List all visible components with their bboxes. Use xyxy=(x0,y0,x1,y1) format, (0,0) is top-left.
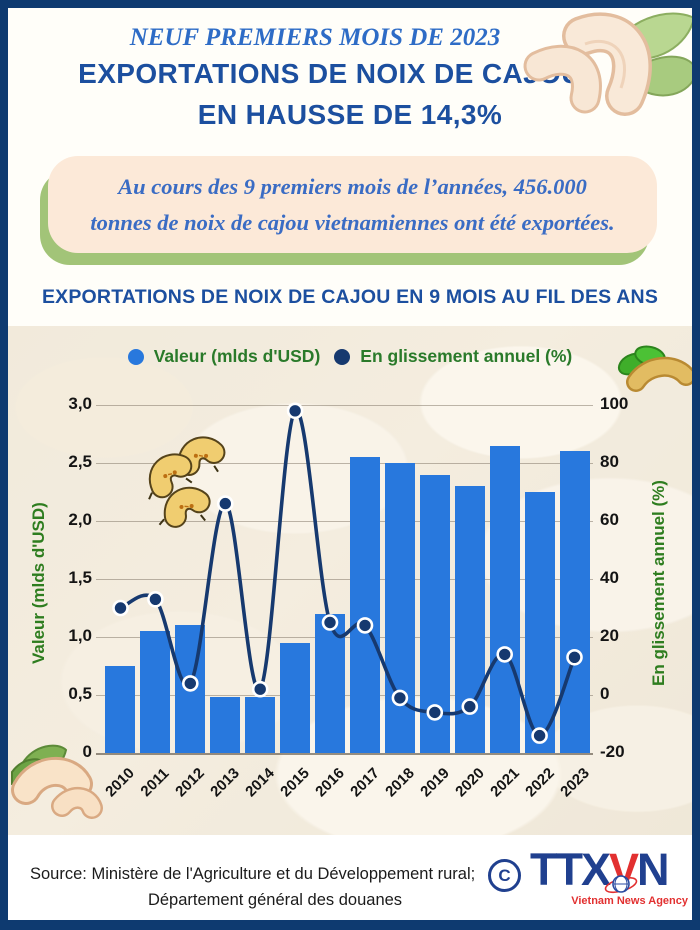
line-point-2020 xyxy=(461,698,479,715)
line-point-2012 xyxy=(182,675,199,692)
chart-legend: Valeur (mlds d'USD) En glissement annuel… xyxy=(8,346,692,367)
right-axis-tick-label: -20 xyxy=(600,742,625,761)
line-point-2023 xyxy=(566,649,583,666)
left-axis-tick-label: 2,5 xyxy=(68,452,92,471)
right-axis-tick-label: 20 xyxy=(600,626,619,645)
bar-2010 xyxy=(105,666,136,753)
logo-n: N xyxy=(637,844,669,895)
bar-2022 xyxy=(524,492,555,753)
section-heading: EXPORTATIONS DE NOIX DE CAJOU EN 9 MOIS … xyxy=(41,286,659,308)
gridline xyxy=(96,753,593,755)
left-axis-tick-label: 2,0 xyxy=(68,510,92,529)
line-point-2021 xyxy=(496,646,514,663)
line-point-2018 xyxy=(391,689,409,707)
line-chart-svg xyxy=(112,402,583,744)
line-point-2010 xyxy=(112,599,129,617)
legend-label-growth: En glissement annuel (%) xyxy=(360,346,573,366)
logo-caption: Vietnam News Agency xyxy=(571,895,688,907)
line-point-2015 xyxy=(286,402,304,420)
legend-dot-value-icon xyxy=(127,348,144,365)
main-title-line-2: EN HAUSSE DE 14,3% xyxy=(197,99,503,130)
gridline xyxy=(96,579,593,580)
line-point-2019 xyxy=(426,704,444,721)
gridline xyxy=(96,521,593,522)
source-line-2: Département général des douanes xyxy=(147,891,403,909)
right-axis-tick-label: 60 xyxy=(600,510,619,529)
left-axis-tick-label: 1,5 xyxy=(68,568,92,587)
chart-panel: Valeur (mlds d'USD) En glissement annuel… xyxy=(8,326,692,835)
legend-item-growth: En glissement annuel (%) xyxy=(334,346,572,367)
gridline xyxy=(96,463,593,464)
bar-2017 xyxy=(349,457,380,753)
legend-label-value: Valeur (mlds d'USD) xyxy=(153,346,321,366)
left-axis-tick-label: 0,5 xyxy=(68,684,92,703)
line-point-2016 xyxy=(321,614,339,631)
bar-2013 xyxy=(210,697,241,753)
logo-globe-icon xyxy=(604,875,638,894)
callout-box: Au cours des 9 premiers mois de l’années… xyxy=(48,156,657,253)
cashew-illustration-header xyxy=(523,12,697,116)
legend-item-value: Valeur (mlds d'USD) xyxy=(127,346,321,367)
line-point-2013 xyxy=(217,495,234,512)
cashew-illustration-bottom-left xyxy=(11,744,103,819)
x-axis-labels: 2010 2011 2012 2013 2014 2015 2016 2017 2018 2019… xyxy=(8,764,692,824)
callout-line-2: tonnes de noix de cajou vietnamiennes on… xyxy=(90,210,615,235)
right-axis-tick-label: 0 xyxy=(600,684,610,703)
plot-area xyxy=(103,405,592,753)
bar-2011 xyxy=(140,631,171,753)
cashew-bean-characters-illustration xyxy=(148,436,226,528)
logo-ttx: TTX xyxy=(530,844,611,895)
left-axis-tick-label: 1,0 xyxy=(68,626,92,645)
logo-text: TTXVN xyxy=(530,844,669,896)
header-kicker: NEUF PREMIERS MOIS DE 2023 xyxy=(129,24,501,51)
callout-line-1: Au cours des 9 premiers mois de l’années… xyxy=(118,174,587,199)
line-point-2017 xyxy=(356,617,374,634)
cashew-decoration-top-right xyxy=(617,345,692,392)
right-axis-tick-label: 100 xyxy=(600,394,629,413)
line-point-2011 xyxy=(147,591,164,608)
bar-2023 xyxy=(559,451,590,753)
bar-2015 xyxy=(280,642,311,753)
ttxvn-logo: C TTXVN Vietnam News Agency xyxy=(488,844,688,911)
footer: Source: Ministère de l'Agriculture et du… xyxy=(8,835,692,920)
bar-2021 xyxy=(489,445,520,753)
growth-line xyxy=(119,408,577,738)
source-text: Source: Ministère de l'Agriculture et du… xyxy=(30,861,520,913)
right-axis-tick-label: 40 xyxy=(600,568,619,587)
line-point-2022 xyxy=(531,727,548,744)
gridline xyxy=(96,405,593,406)
copyright-icon: C xyxy=(488,859,521,892)
bar-2014 xyxy=(245,697,276,753)
main-title-line-1: EXPORTATIONS DE NOIX DE CAJOU xyxy=(78,58,582,89)
left-axis-tick-label: 0 xyxy=(82,742,92,761)
right-axis-tick-label: 80 xyxy=(600,452,619,471)
source-line-1: Source: Ministère de l'Agriculture et du… xyxy=(30,865,476,883)
line-point-2014 xyxy=(251,680,269,698)
legend-dot-growth-icon xyxy=(334,348,351,365)
left-axis-tick-label: 3,0 xyxy=(68,394,92,413)
